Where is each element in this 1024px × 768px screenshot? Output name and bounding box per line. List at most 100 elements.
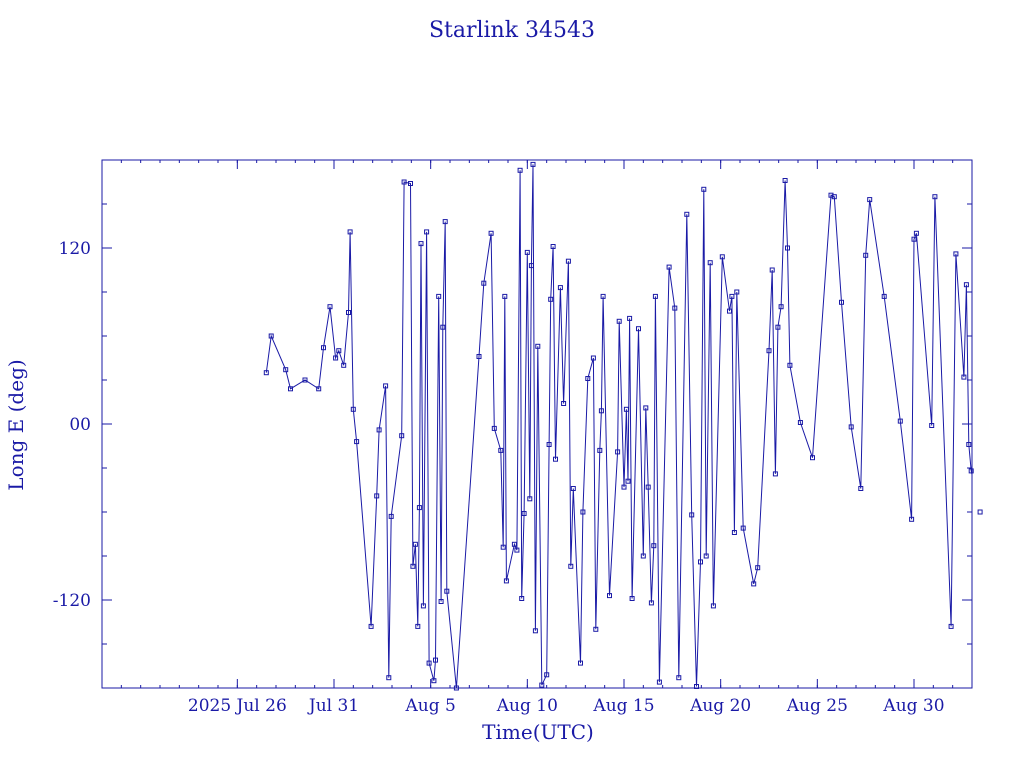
data-point bbox=[645, 484, 651, 490]
data-point bbox=[502, 293, 508, 299]
data-point bbox=[839, 299, 844, 305]
data-point bbox=[503, 578, 509, 584]
y-axis-label: Long E (deg) bbox=[4, 359, 28, 490]
x-tick-label: Aug 15 bbox=[592, 696, 654, 716]
data-point bbox=[347, 229, 353, 235]
data-point bbox=[346, 310, 351, 315]
data-point bbox=[740, 525, 746, 531]
data-point bbox=[321, 345, 326, 351]
x-tick-label: Jul 31 bbox=[307, 696, 359, 716]
data-point bbox=[546, 442, 552, 447]
data-point bbox=[656, 679, 662, 685]
data-point bbox=[431, 678, 437, 684]
data-point bbox=[426, 660, 432, 666]
data-point bbox=[327, 304, 333, 310]
data-point bbox=[701, 186, 707, 192]
data-point bbox=[498, 447, 504, 453]
x-tick-label: Aug 25 bbox=[786, 696, 848, 716]
data-point bbox=[689, 512, 695, 518]
data-point bbox=[580, 509, 586, 515]
data-point bbox=[966, 442, 972, 447]
data-point bbox=[488, 230, 494, 236]
y-tick-label: 00 bbox=[69, 415, 91, 435]
data-point bbox=[810, 455, 815, 461]
data-point bbox=[491, 425, 497, 431]
data-point bbox=[511, 541, 517, 547]
data-point bbox=[530, 161, 536, 167]
data-point bbox=[302, 377, 308, 383]
data-point bbox=[442, 219, 448, 225]
data-point bbox=[615, 449, 621, 455]
data-point bbox=[481, 280, 487, 286]
data-point bbox=[766, 348, 772, 354]
x-tick-label: Aug 5 bbox=[405, 696, 456, 716]
data-point bbox=[731, 530, 737, 535]
data-point bbox=[640, 553, 646, 559]
data-point bbox=[476, 354, 482, 359]
data-point bbox=[386, 675, 392, 681]
data-point bbox=[698, 559, 703, 565]
x-tick-label: 2025 Jul 26 bbox=[188, 696, 287, 716]
data-point bbox=[719, 254, 725, 260]
data-point bbox=[929, 423, 935, 428]
data-point bbox=[453, 685, 459, 691]
data-point bbox=[710, 603, 716, 609]
data-point bbox=[629, 596, 635, 601]
data-point bbox=[438, 599, 444, 604]
data-point bbox=[897, 418, 903, 424]
chart-title: Starlink 34543 bbox=[429, 18, 595, 43]
data-point bbox=[772, 471, 778, 477]
data-point bbox=[336, 348, 342, 354]
data-point bbox=[831, 194, 837, 200]
data-point bbox=[557, 285, 563, 291]
data-point bbox=[968, 468, 974, 474]
data-point bbox=[316, 386, 322, 392]
data-point bbox=[643, 405, 649, 411]
data-point bbox=[544, 672, 550, 678]
data-point bbox=[913, 230, 919, 236]
data-point bbox=[600, 293, 606, 299]
x-tick-label: Aug 10 bbox=[496, 696, 558, 716]
major-ticks bbox=[102, 160, 972, 688]
data-point bbox=[651, 543, 657, 549]
data-point bbox=[288, 386, 293, 392]
data-point bbox=[911, 236, 917, 242]
data-point bbox=[444, 588, 450, 594]
data-point bbox=[263, 370, 269, 376]
data-point bbox=[412, 541, 418, 547]
data-point bbox=[676, 675, 682, 681]
data-point bbox=[341, 362, 347, 368]
data-point bbox=[593, 626, 599, 632]
data-point bbox=[775, 324, 781, 330]
data-point bbox=[867, 197, 873, 203]
data-point bbox=[751, 581, 757, 587]
data-point bbox=[399, 433, 405, 439]
data-point bbox=[268, 333, 274, 339]
data-point bbox=[570, 486, 576, 491]
data-point bbox=[607, 593, 612, 599]
data-point bbox=[585, 376, 591, 381]
minor-ticks bbox=[101, 159, 973, 689]
data-point bbox=[703, 553, 709, 559]
data-point bbox=[623, 406, 629, 412]
data-point bbox=[519, 596, 525, 601]
data-point bbox=[848, 424, 854, 430]
plot-area bbox=[263, 161, 983, 691]
data-point bbox=[627, 315, 633, 321]
data-point bbox=[410, 563, 416, 569]
series-line bbox=[265, 164, 972, 688]
data-point bbox=[625, 478, 631, 484]
data-point bbox=[863, 252, 869, 258]
data-point bbox=[524, 249, 530, 255]
data-point bbox=[568, 563, 574, 569]
data-point bbox=[963, 282, 969, 288]
data-point bbox=[517, 167, 523, 173]
data-point bbox=[440, 324, 446, 330]
data-point bbox=[782, 178, 788, 183]
data-point bbox=[408, 181, 413, 186]
data-point bbox=[416, 505, 422, 511]
data-point bbox=[694, 684, 699, 689]
data-point bbox=[578, 660, 583, 666]
data-point bbox=[953, 251, 959, 257]
